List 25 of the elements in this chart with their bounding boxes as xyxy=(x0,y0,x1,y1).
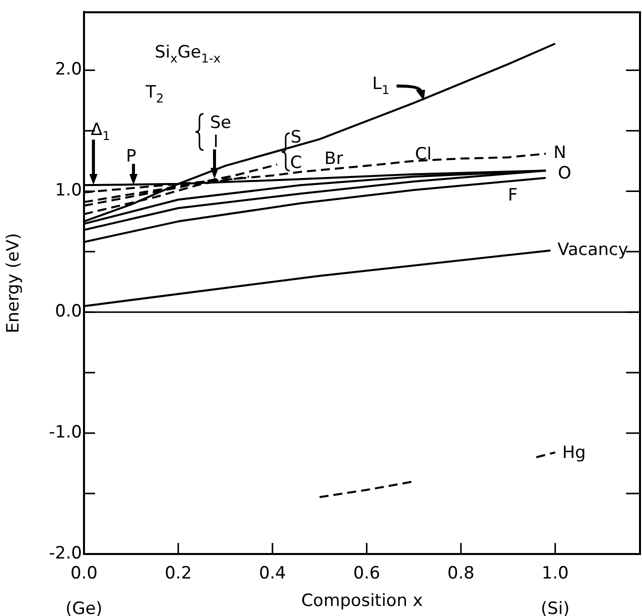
annotation: S xyxy=(290,127,302,148)
annotation: Vacancy xyxy=(558,240,628,260)
annotation: P xyxy=(126,146,136,167)
x-tick-label: 0.0 (Ge) xyxy=(66,563,102,616)
x-tick-label: 1.0 (Si) xyxy=(540,563,570,616)
annotation: Hg xyxy=(562,443,586,464)
annotation: Se xyxy=(210,112,232,133)
annotation: Br xyxy=(324,149,344,170)
annotation: C xyxy=(290,152,302,173)
y-tick-label: 1.0 xyxy=(54,180,82,201)
x-tick-label: 0.4 xyxy=(258,563,286,584)
y-tick-label: 0.0 xyxy=(54,302,82,322)
y-tick-label: 2.0 xyxy=(54,60,82,80)
x-axis-title: Composition x xyxy=(301,591,423,612)
y-tick-label: -2.0 xyxy=(48,543,82,564)
annotation: Cl xyxy=(414,144,432,164)
annotation: I xyxy=(213,132,218,152)
y-tick-label: -1.0 xyxy=(48,422,82,442)
annotation: N xyxy=(554,143,566,164)
x-tick-label: 0.8 xyxy=(447,563,474,584)
x-tick-label: 0.6 xyxy=(353,563,380,584)
y-axis-title: Energy (eV) xyxy=(4,232,24,334)
annotation: F xyxy=(508,185,518,206)
annotation: O xyxy=(558,164,572,184)
x-tick-label: 0.2 xyxy=(164,563,192,584)
